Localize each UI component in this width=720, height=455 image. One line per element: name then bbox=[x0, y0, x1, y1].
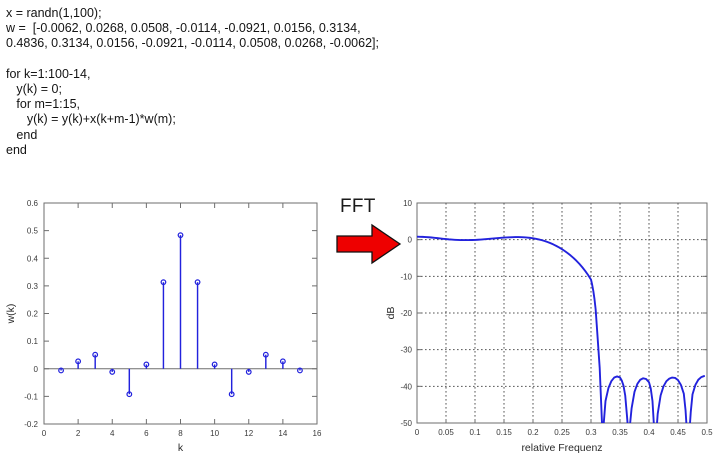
code-block: x = randn(1,100); w = [-0.0062, 0.0268, … bbox=[6, 6, 379, 157]
x-tick-label: 8 bbox=[178, 429, 183, 438]
response-curve bbox=[417, 235, 706, 423]
y-tick-label: 0.1 bbox=[27, 337, 39, 346]
y-axis-label: w(k) bbox=[5, 304, 17, 325]
y-tick-label: 0.2 bbox=[27, 310, 39, 319]
y-tick-label: -20 bbox=[400, 309, 412, 318]
stem-marker bbox=[279, 358, 286, 365]
x-axis-label: k bbox=[178, 442, 184, 454]
stem-marker bbox=[262, 351, 269, 358]
y-axis-label: dB bbox=[385, 307, 397, 320]
x-tick-label: 4 bbox=[110, 429, 115, 438]
fft-annotation: FFT bbox=[336, 196, 408, 274]
x-tick-label: 0.2 bbox=[527, 428, 539, 437]
stem-marker bbox=[194, 279, 201, 286]
stem-marker bbox=[177, 232, 184, 239]
y-tick-label: 0.4 bbox=[27, 254, 39, 263]
right-arrow-icon bbox=[336, 223, 402, 265]
x-tick-label: 16 bbox=[313, 429, 322, 438]
y-tick-label: -0.2 bbox=[24, 420, 38, 429]
x-tick-label: 0.15 bbox=[496, 428, 512, 437]
x-tick-label: 0 bbox=[415, 428, 420, 437]
impulse-response-svg: -0.2 -0.1 0 0.1 0.2 0.3 0.4 0.5 0.6 0 2 4 6 8 10 12 14 16… bbox=[5, 199, 322, 454]
x-tick-label: 6 bbox=[144, 429, 149, 438]
stem-marker bbox=[109, 368, 116, 375]
right-arrow-shape bbox=[336, 223, 402, 265]
x-tick-label: 0 bbox=[42, 429, 47, 438]
x-tick-label: 0.45 bbox=[670, 428, 686, 437]
x-tick-label: 0.1 bbox=[469, 428, 481, 437]
x-tick-label: 0.35 bbox=[612, 428, 628, 437]
stem-marker bbox=[160, 279, 167, 286]
x-tick-label: 0.05 bbox=[438, 428, 454, 437]
stem-marker bbox=[58, 367, 64, 374]
magnitude-response-plot: -50 -40 -30 -20 -10 0 10 0 0.05 0.1 0.15 0.2 0.25 0.3… bbox=[382, 190, 720, 455]
y-tick-label: 0.5 bbox=[27, 227, 39, 236]
x-tick-label: 0.5 bbox=[701, 428, 713, 437]
fft-label: FFT bbox=[340, 196, 376, 217]
y-tick-label: 0.3 bbox=[27, 282, 39, 291]
stem-marker bbox=[143, 361, 150, 368]
y-tick-label: -10 bbox=[400, 272, 412, 281]
stem-marker bbox=[92, 351, 99, 358]
stem-marker bbox=[75, 358, 82, 365]
stem-marker bbox=[126, 391, 133, 398]
y-tick-label: 0 bbox=[34, 365, 39, 374]
y-tick-label: 10 bbox=[403, 199, 412, 208]
stem-marker bbox=[297, 367, 303, 374]
stem-marker bbox=[211, 361, 218, 368]
y-tick-label: 0 bbox=[408, 236, 413, 245]
magnitude-response-svg: -50 -40 -30 -20 -10 0 10 0 0.05 0.1 0.15 0.2 0.25 0.3… bbox=[385, 199, 713, 454]
y-tick-label: -0.1 bbox=[24, 392, 38, 401]
stem-marker bbox=[245, 368, 252, 375]
impulse-response-plot: -0.2 -0.1 0 0.1 0.2 0.3 0.4 0.5 0.6 0 2 4 6 8 10 12 14 16… bbox=[0, 190, 330, 455]
y-tick-label: -50 bbox=[400, 419, 412, 428]
x-tick-label: 10 bbox=[210, 429, 219, 438]
x-tick-label: 0.25 bbox=[554, 428, 570, 437]
x-axis-label: relative Frequenz bbox=[521, 442, 602, 454]
x-tick-label: 12 bbox=[244, 429, 253, 438]
x-tick-label: 14 bbox=[278, 429, 287, 438]
y-tick-label: 0.6 bbox=[27, 199, 39, 208]
x-tick-label: 0.3 bbox=[585, 428, 597, 437]
stem-marker bbox=[228, 391, 235, 398]
x-tick-label: 2 bbox=[76, 429, 81, 438]
x-tick-label: 0.4 bbox=[643, 428, 655, 437]
y-tick-label: -40 bbox=[400, 382, 412, 391]
y-tick-label: -30 bbox=[400, 346, 412, 355]
